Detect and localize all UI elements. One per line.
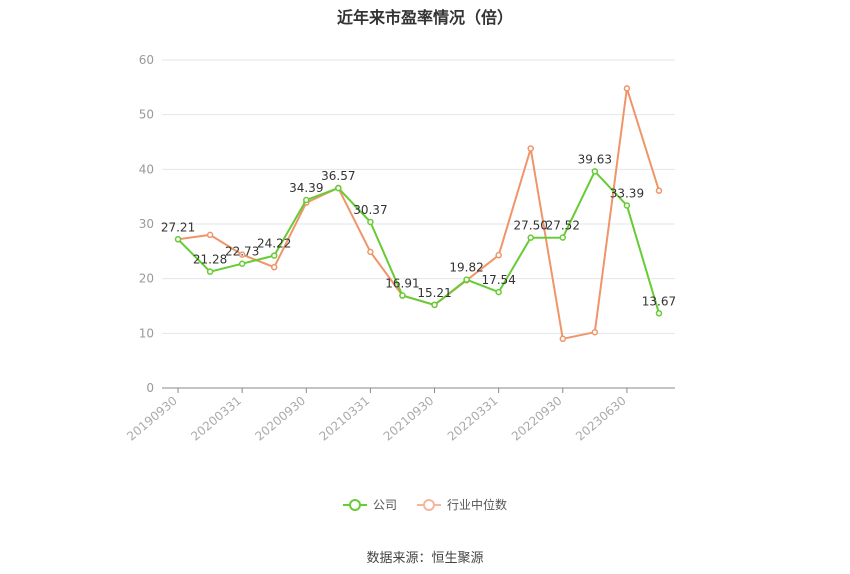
point-company <box>623 202 631 209</box>
y-tick-label: 50 <box>139 108 154 122</box>
legend: 公司 行业中位数 <box>0 496 850 513</box>
y-tick-label: 10 <box>139 326 154 340</box>
data-label-company: 24.22 <box>257 237 291 251</box>
data-label-company: 13.67 <box>642 294 676 308</box>
data-label-company: 22.73 <box>225 245 259 259</box>
y-tick-label: 60 <box>139 53 154 67</box>
point-company <box>527 234 534 241</box>
data-label-company: 27.21 <box>161 220 195 234</box>
point-company <box>367 218 374 226</box>
legend-label-company: 公司 <box>372 498 397 512</box>
legend-company-marker-icon <box>342 498 367 511</box>
data-label-company: 34.39 <box>289 181 323 195</box>
point-industry-median <box>655 187 663 194</box>
x-tick-label: 20200331 <box>188 394 244 444</box>
legend-label-industry-median: 行业中位数 <box>447 498 508 512</box>
point-company <box>399 292 406 299</box>
point-industry-median <box>367 248 374 256</box>
point-company <box>238 260 246 267</box>
y-tick-label: 30 <box>139 217 154 231</box>
series-layer <box>174 85 663 343</box>
data-label-company: 27.52 <box>546 219 580 233</box>
data-label-company: 33.39 <box>610 186 644 200</box>
x-tick-label: 20190930 <box>124 394 180 444</box>
x-tick-label: 20200930 <box>252 394 308 444</box>
point-industry-median <box>623 85 631 92</box>
point-company <box>463 276 470 283</box>
point-company <box>270 252 278 259</box>
point-company <box>591 168 599 175</box>
legend-item-industry-median[interactable]: 行业中位数 <box>417 496 507 513</box>
x-tick-label: 20230630 <box>573 394 629 444</box>
y-tick-label: 40 <box>139 162 154 176</box>
data-label-company: 39.63 <box>578 152 612 166</box>
series-line-company <box>177 170 660 314</box>
y-tick-label: 0 <box>146 381 154 395</box>
data-label-company: 15.21 <box>417 286 451 300</box>
y-tick-label: 20 <box>139 272 154 286</box>
point-company <box>559 234 567 241</box>
point-industry-median <box>270 263 278 271</box>
point-company <box>495 288 502 296</box>
point-company <box>655 310 663 317</box>
data-label-company: 16.91 <box>385 277 419 291</box>
data-source: 数据来源：恒生聚源 <box>366 551 484 566</box>
x-tick-label: 20210930 <box>381 394 437 444</box>
point-industry-median <box>238 251 246 258</box>
x-tick-label: 20220331 <box>445 394 501 444</box>
point-company <box>206 268 214 275</box>
data-label-company: 17.54 <box>481 273 515 287</box>
x-tick-label: 20210331 <box>317 394 373 444</box>
chart-title: 近年来市盈率情况（倍） <box>336 8 513 27</box>
point-industry-median <box>527 145 534 152</box>
point-industry-median <box>559 335 567 343</box>
data-label-company: 36.57 <box>321 169 355 183</box>
point-company <box>174 236 182 243</box>
data-label-company: 27.50 <box>514 219 548 233</box>
point-company <box>335 184 342 192</box>
legend-item-company[interactable]: 公司 <box>342 496 397 513</box>
point-company <box>303 196 310 204</box>
point-industry-median <box>591 328 599 336</box>
data-label-company: 19.82 <box>449 261 483 275</box>
x-tick-label: 20220930 <box>509 394 565 444</box>
data-label-company: 21.28 <box>193 253 227 267</box>
data-label-company: 30.37 <box>353 203 387 217</box>
point-company <box>431 301 438 309</box>
point-industry-median <box>206 231 214 239</box>
legend-industry-marker-icon <box>417 498 441 511</box>
point-industry-median <box>495 251 502 259</box>
